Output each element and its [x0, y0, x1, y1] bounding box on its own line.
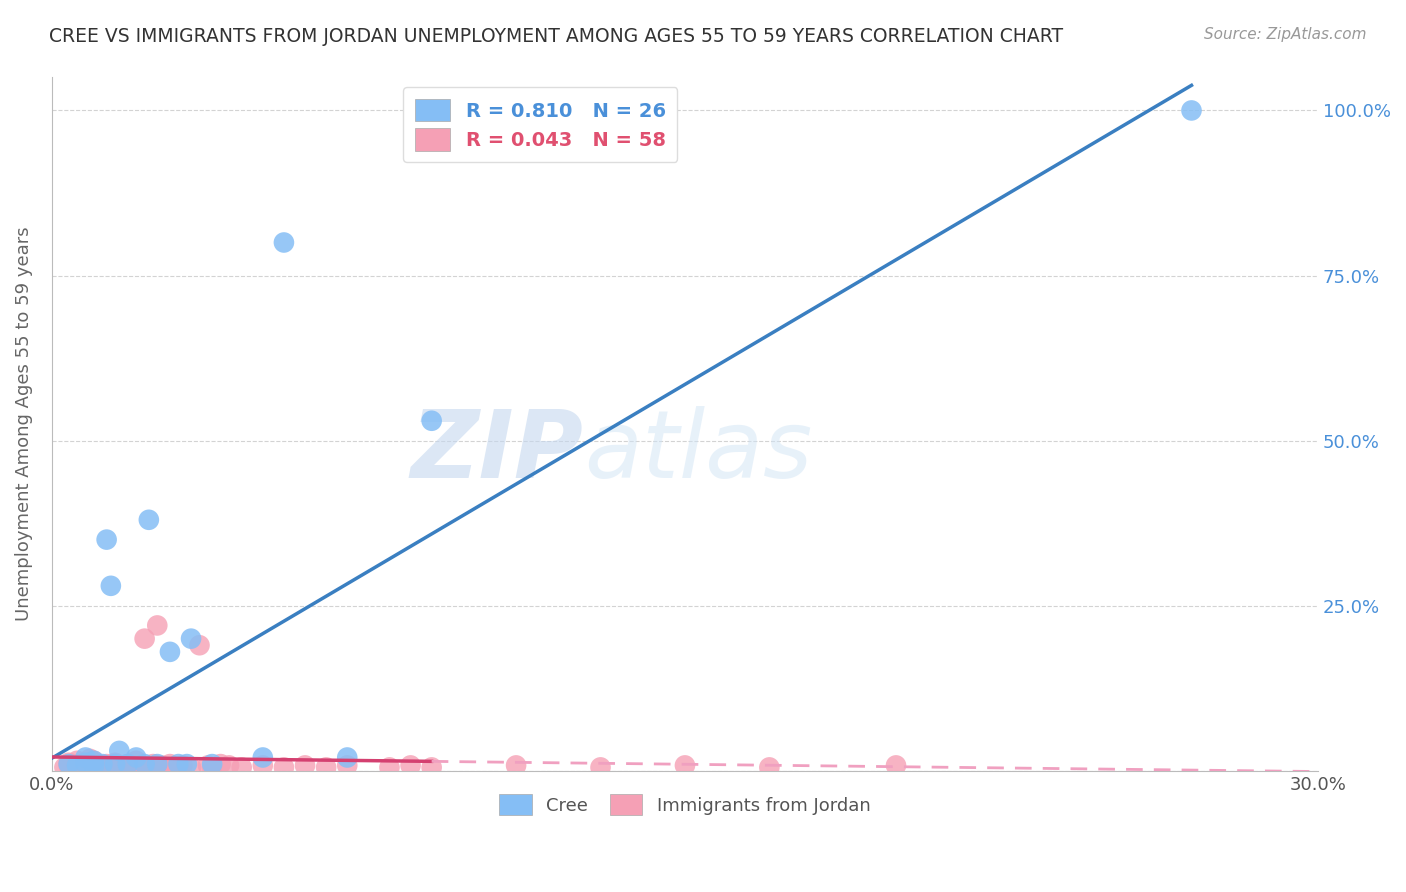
Point: [273, 760, 295, 774]
Point: [201, 757, 224, 772]
Point: [134, 757, 156, 772]
Point: [70, 757, 93, 772]
Text: atlas: atlas: [583, 406, 811, 498]
Text: ZIP: ZIP: [411, 406, 583, 498]
Point: [104, 757, 127, 772]
Point: [420, 760, 443, 774]
Point: [129, 758, 152, 772]
Point: [134, 632, 156, 646]
Point: [420, 414, 443, 428]
Point: [252, 750, 274, 764]
Point: [75, 750, 97, 764]
Point: [96, 533, 118, 547]
Point: [121, 758, 143, 772]
Point: [53, 760, 76, 774]
Point: [138, 513, 160, 527]
Text: CREE VS IMMIGRANTS FROM JORDAN UNEMPLOYMENT AMONG AGES 55 TO 59 YEARS CORRELATIO: CREE VS IMMIGRANTS FROM JORDAN UNEMPLOYM…: [49, 27, 1063, 45]
Point: [201, 760, 224, 774]
Point: [180, 632, 202, 646]
Point: [159, 645, 181, 659]
Point: [104, 756, 127, 770]
Point: [197, 758, 219, 772]
Point: [83, 757, 105, 772]
Point: [315, 760, 337, 774]
Point: [83, 760, 105, 774]
Point: [83, 758, 105, 772]
Point: [83, 754, 105, 768]
Point: [142, 757, 165, 772]
Point: [125, 754, 148, 768]
Point: [87, 758, 110, 772]
Point: [155, 760, 177, 774]
Point: [91, 757, 114, 772]
Point: [66, 758, 89, 772]
Point: [180, 760, 202, 774]
Point: [117, 757, 139, 772]
Point: [91, 760, 114, 774]
Point: [231, 760, 253, 774]
Point: [336, 758, 359, 772]
Point: [83, 754, 105, 768]
Point: [673, 758, 696, 772]
Point: [294, 758, 316, 772]
Point: [108, 758, 131, 772]
Point: [100, 758, 122, 772]
Point: [378, 760, 401, 774]
Point: [218, 758, 240, 772]
Point: [505, 758, 527, 772]
Point: [75, 756, 97, 770]
Point: [188, 638, 211, 652]
Point: [104, 760, 127, 774]
Point: [252, 758, 274, 772]
Point: [167, 757, 190, 772]
Point: [167, 760, 190, 774]
Text: Source: ZipAtlas.com: Source: ZipAtlas.com: [1204, 27, 1367, 42]
Point: [758, 760, 780, 774]
Y-axis label: Unemployment Among Ages 55 to 59 years: Unemployment Among Ages 55 to 59 years: [15, 227, 32, 622]
Point: [159, 757, 181, 772]
Point: [58, 757, 80, 772]
Point: [66, 754, 89, 768]
Point: [108, 744, 131, 758]
Point: [58, 756, 80, 770]
Point: [62, 760, 84, 774]
Point: [172, 758, 194, 772]
Point: [146, 618, 169, 632]
Point: [66, 758, 89, 772]
Point: [112, 760, 135, 774]
Point: [209, 757, 232, 772]
Point: [75, 758, 97, 772]
Point: [58, 758, 80, 772]
Point: [70, 760, 93, 774]
Point: [96, 757, 118, 772]
Point: [273, 235, 295, 250]
Point: [100, 579, 122, 593]
Point: [146, 757, 169, 772]
Point: [1180, 103, 1202, 118]
Point: [125, 760, 148, 774]
Point: [150, 758, 173, 772]
Point: [589, 760, 612, 774]
Point: [79, 760, 101, 774]
Point: [62, 757, 84, 772]
Point: [79, 752, 101, 766]
Point: [117, 757, 139, 772]
Point: [336, 750, 359, 764]
Point: [884, 758, 907, 772]
Point: [75, 756, 97, 770]
Legend: Cree, Immigrants from Jordan: Cree, Immigrants from Jordan: [491, 785, 880, 824]
Point: [399, 758, 422, 772]
Point: [138, 760, 160, 774]
Point: [176, 757, 198, 772]
Point: [125, 750, 148, 764]
